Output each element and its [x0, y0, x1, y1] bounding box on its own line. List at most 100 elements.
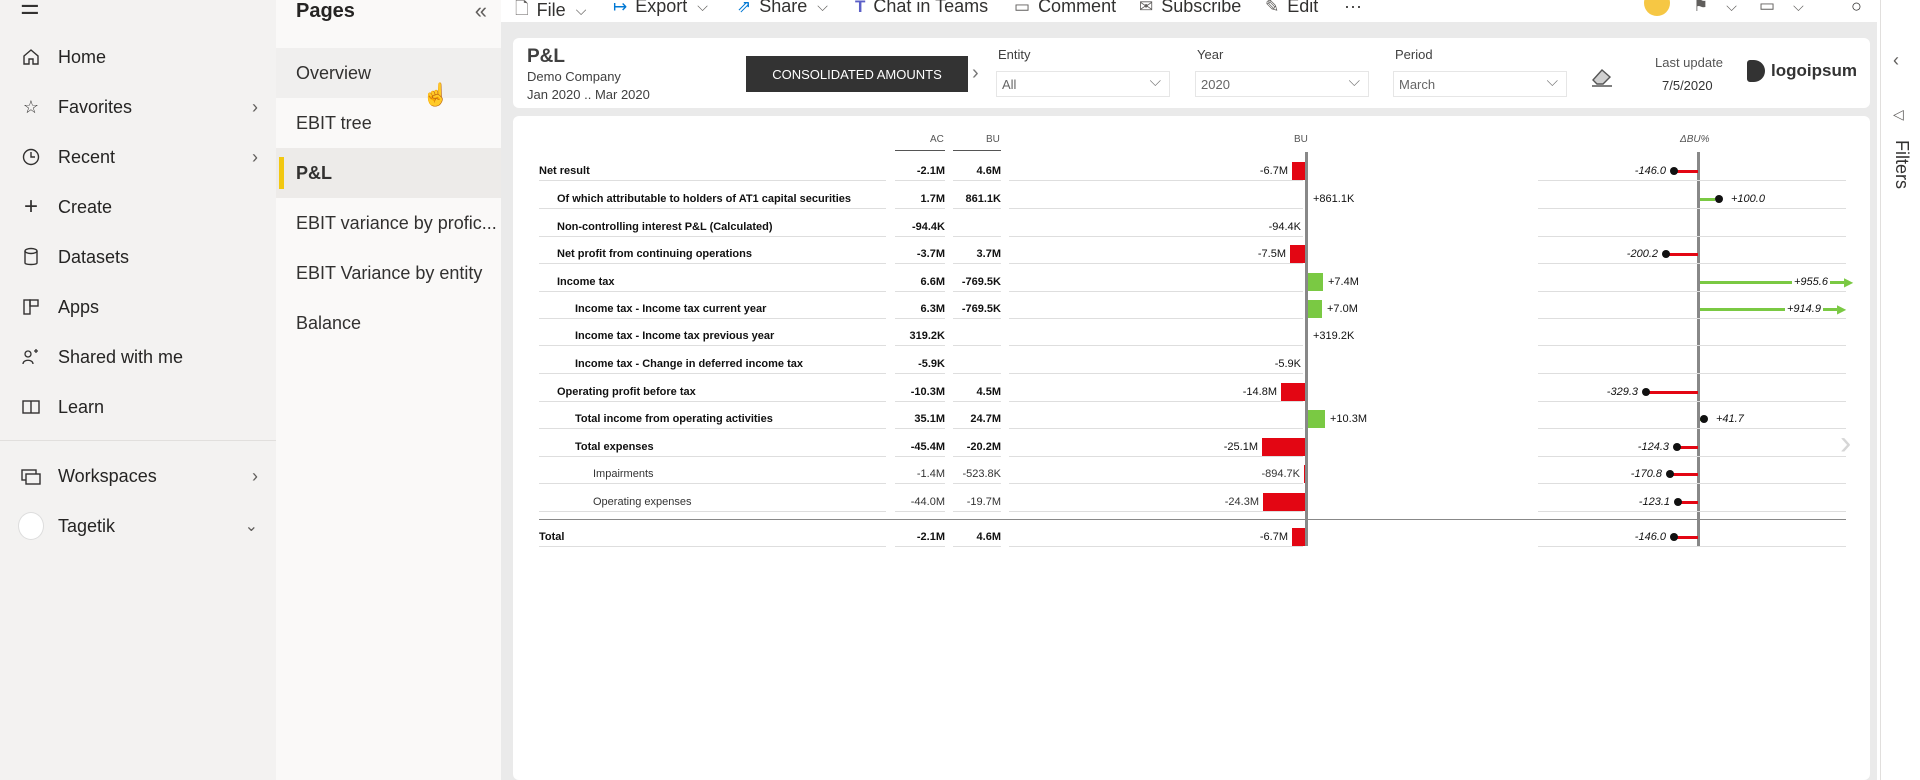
nav-tagetik-workspace[interactable]: Tagetik ⌄ — [18, 506, 258, 546]
more-options-button[interactable]: ··· — [1344, 0, 1362, 16]
chevron-right-icon[interactable]: › — [972, 62, 979, 84]
row-divider — [895, 263, 945, 264]
bookmark-menu[interactable]: ⚑ ⌵ — [1693, 0, 1737, 16]
home-icon — [18, 44, 44, 70]
chat-in-teams-button[interactable]: T Chat in Teams — [855, 0, 988, 17]
row-label: Total — [539, 531, 565, 543]
percent-label: +100.0 — [1731, 193, 1765, 205]
nav-label: Shared with me — [58, 346, 184, 367]
consolidated-amounts-button[interactable]: CONSOLIDATED AMOUNTS — [746, 56, 968, 92]
percent-pin-dot — [1670, 167, 1678, 175]
nav-recent[interactable]: Recent › — [18, 137, 258, 177]
row-divider — [539, 291, 886, 292]
entity-dropdown[interactable]: All ⌵ — [996, 71, 1170, 97]
row-label: Net result — [539, 165, 590, 177]
nav-label: Home — [58, 46, 107, 67]
row-divider — [1009, 318, 1303, 319]
page-ebit-tree[interactable]: EBIT tree — [296, 112, 372, 133]
percent-label: +41.7 — [1716, 413, 1744, 425]
subscribe-button[interactable]: ✉ Subscribe — [1139, 0, 1241, 17]
variance-bar-negative — [1281, 383, 1305, 401]
row-divider — [539, 428, 886, 429]
export-menu[interactable]: ↦ Export ⌵ — [613, 0, 708, 17]
row-divider — [1538, 428, 1846, 429]
reset-icon[interactable] — [1644, 0, 1670, 16]
last-update-label: Last update — [1655, 55, 1723, 70]
ac-value: -45.4M — [910, 441, 945, 453]
row-divider — [953, 428, 1001, 429]
bookmark-icon: ⚑ — [1693, 0, 1709, 15]
nav-shared-with-me[interactable]: Shared with me — [18, 337, 258, 377]
row-divider — [1538, 291, 1846, 292]
export-icon: ↦ — [613, 0, 628, 16]
collapse-pages-icon[interactable]: « — [474, 0, 487, 23]
logo-text: logoipsum — [1771, 61, 1857, 80]
filters-label: Filters — [1892, 140, 1912, 189]
page-pnl[interactable]: P&L — [276, 148, 501, 198]
workspace-avatar — [18, 512, 44, 540]
variance-bar-negative — [1290, 245, 1305, 263]
nav-favorites[interactable]: ☆ Favorites › — [18, 87, 258, 127]
row-divider — [895, 373, 945, 374]
variance-label: +10.3M — [1330, 413, 1367, 425]
nav-label: Favorites — [58, 96, 133, 117]
variance-bar-negative — [1262, 438, 1305, 456]
percent-pin-positive — [1700, 308, 1837, 311]
chevron-right-icon: › — [252, 466, 258, 486]
period-dropdown[interactable]: March ⌵ — [1393, 71, 1567, 97]
file-menu[interactable]: 🗋 File ⌵ — [515, 0, 586, 25]
bu-value: -19.7M — [966, 496, 1001, 508]
view-menu[interactable]: ▭ ⌵ — [1759, 0, 1804, 16]
nav-workspaces[interactable]: Workspaces › — [18, 456, 258, 496]
chevron-left-icon[interactable]: ‹ — [1893, 50, 1899, 70]
filter-icon: ◁ — [1893, 106, 1904, 122]
left-navigation: ☰ Home ☆ Favorites › Recent › + Create D… — [0, 0, 277, 780]
year-dropdown[interactable]: 2020 ⌵ — [1195, 71, 1369, 97]
arrow-right-icon: ▶ — [1837, 302, 1847, 316]
chevron-right-icon: › — [252, 97, 258, 117]
refresh-icon[interactable]: ○ — [1851, 0, 1862, 16]
row-divider — [953, 208, 1001, 209]
share-menu[interactable]: ⇗ Share ⌵ — [737, 0, 828, 17]
row-divider — [895, 483, 945, 484]
share-label: Share — [759, 0, 808, 16]
percent-pin-negative — [1676, 170, 1698, 173]
hamburger-menu-icon[interactable]: ☰ — [20, 0, 40, 19]
percent-label: -123.1 — [1638, 496, 1670, 508]
variance-label: +7.0M — [1327, 303, 1358, 315]
nav-datasets[interactable]: Datasets — [18, 237, 258, 277]
percent-label: -170.8 — [1630, 468, 1662, 480]
page-overview[interactable]: Overview — [276, 48, 501, 98]
edit-button[interactable]: ✎ Edit — [1265, 0, 1318, 17]
variance-label: -6.7M — [1259, 165, 1288, 177]
eraser-icon[interactable] — [1588, 62, 1616, 90]
nav-home[interactable]: Home — [18, 37, 258, 77]
percent-pin-dot — [1673, 443, 1681, 451]
chevron-down-icon: ⌵ — [575, 2, 587, 18]
row-divider — [953, 345, 1001, 346]
page-balance[interactable]: Balance — [296, 312, 362, 333]
nav-learn[interactable]: Learn — [18, 387, 258, 427]
star-icon: ☆ — [22, 96, 40, 117]
bu-value: 861.1K — [965, 193, 1001, 205]
nav-apps[interactable]: Apps — [18, 287, 258, 327]
file-icon: 🗋 — [515, 0, 529, 18]
row-divider — [953, 546, 1001, 547]
row-divider — [539, 208, 886, 209]
variance-label: -14.8M — [1242, 386, 1277, 398]
row-divider — [1009, 511, 1303, 512]
next-page-chevron-icon[interactable]: › — [1840, 424, 1852, 462]
page-ebit-variance-entity[interactable]: EBIT Variance by entity — [296, 262, 483, 283]
ac-value: -94.4K — [911, 221, 945, 233]
nav-create[interactable]: + Create — [18, 187, 258, 227]
row-divider — [953, 401, 1001, 402]
comment-label: Comment — [1038, 0, 1117, 16]
row-divider — [1538, 456, 1846, 457]
comment-button[interactable]: ▭ Comment — [1014, 0, 1116, 17]
comment-icon: ▭ — [1014, 0, 1031, 16]
percent-label: -146.0 — [1634, 531, 1666, 543]
page-ebit-variance-profit[interactable]: EBIT variance by profic... — [296, 212, 497, 233]
filters-pane[interactable]: ‹ ◁ Filters — [1880, 0, 1920, 780]
bu-value: -769.5K — [961, 276, 1001, 288]
ac-value: -44.0M — [910, 496, 945, 508]
